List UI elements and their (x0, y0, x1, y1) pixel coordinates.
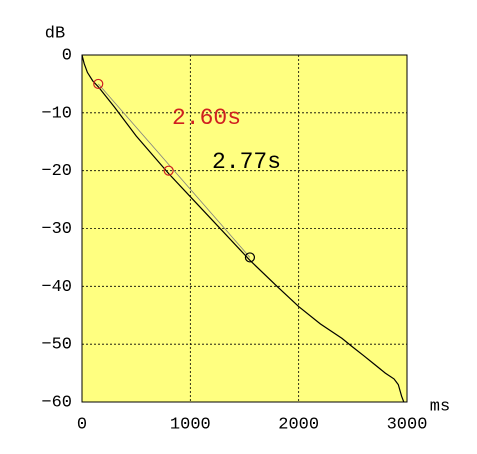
x-tick-label: 0 (77, 415, 87, 434)
marker (93, 78, 104, 90)
x-tick-label: 1000 (170, 415, 211, 434)
y-tick-label: −30 (41, 220, 72, 239)
annotation: 2.77s (212, 149, 281, 175)
series-line (97, 83, 251, 258)
x-tick-label: 3000 (387, 415, 428, 434)
marker (244, 252, 256, 263)
y-tick-label: −50 (41, 336, 72, 355)
y-tick-label: −10 (41, 104, 72, 123)
y-tick-label: −40 (41, 278, 72, 297)
y-axis-label: dB (45, 24, 65, 43)
y-tick-label: −20 (41, 162, 72, 181)
y-tick-label: −60 (41, 393, 72, 412)
annotation: 2.60s (172, 105, 241, 131)
x-tick-label: 2000 (278, 415, 319, 434)
x-axis-label: ms (430, 397, 450, 416)
series-line (81, 54, 405, 403)
y-tick-label: 0 (62, 46, 72, 65)
marker (163, 165, 174, 176)
plot-area (81, 54, 408, 403)
